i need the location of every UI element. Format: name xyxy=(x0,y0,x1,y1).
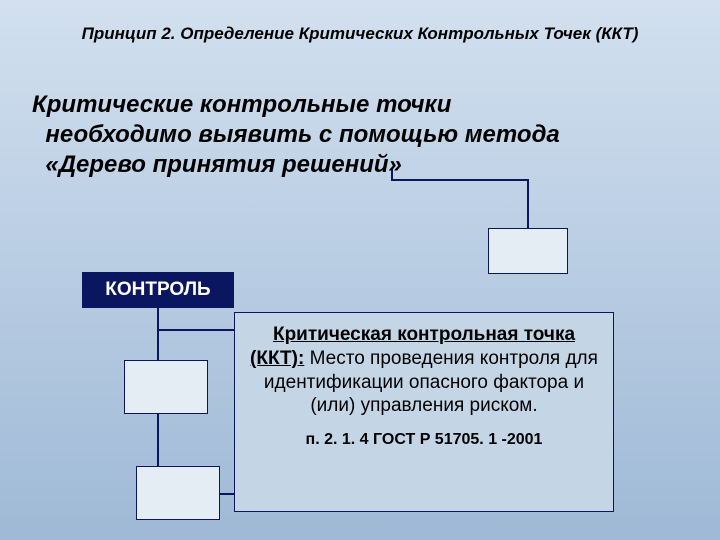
definition-text: Критическая контрольная точка (ККТ): Мес… xyxy=(249,323,599,418)
subtitle: Критические контрольные точки необходимо… xyxy=(32,90,672,180)
definition-citation: п. 2. 1. 4 ГОСТ Р 51705. 1 -2001 xyxy=(249,430,599,450)
small-box-0 xyxy=(488,228,568,274)
control-label: КОНТРОЛЬ xyxy=(82,272,234,308)
slide-content: Принцип 2. Определение Критических Контр… xyxy=(0,0,720,540)
definition-box: Критическая контрольная точка (ККТ): Мес… xyxy=(234,312,614,512)
definition-body: Место проведения контроля для идентифика… xyxy=(264,348,598,417)
small-box-2 xyxy=(136,466,220,520)
subtitle-line1: Критические контрольные точки xyxy=(32,91,451,118)
subtitle-line2: необходимо выявить с помощью метода xyxy=(45,121,559,148)
page-title: Принцип 2. Определение Критических Контр… xyxy=(80,24,640,44)
small-box-1 xyxy=(124,360,208,414)
subtitle-line3: «Дерево принятия решений» xyxy=(45,151,402,178)
